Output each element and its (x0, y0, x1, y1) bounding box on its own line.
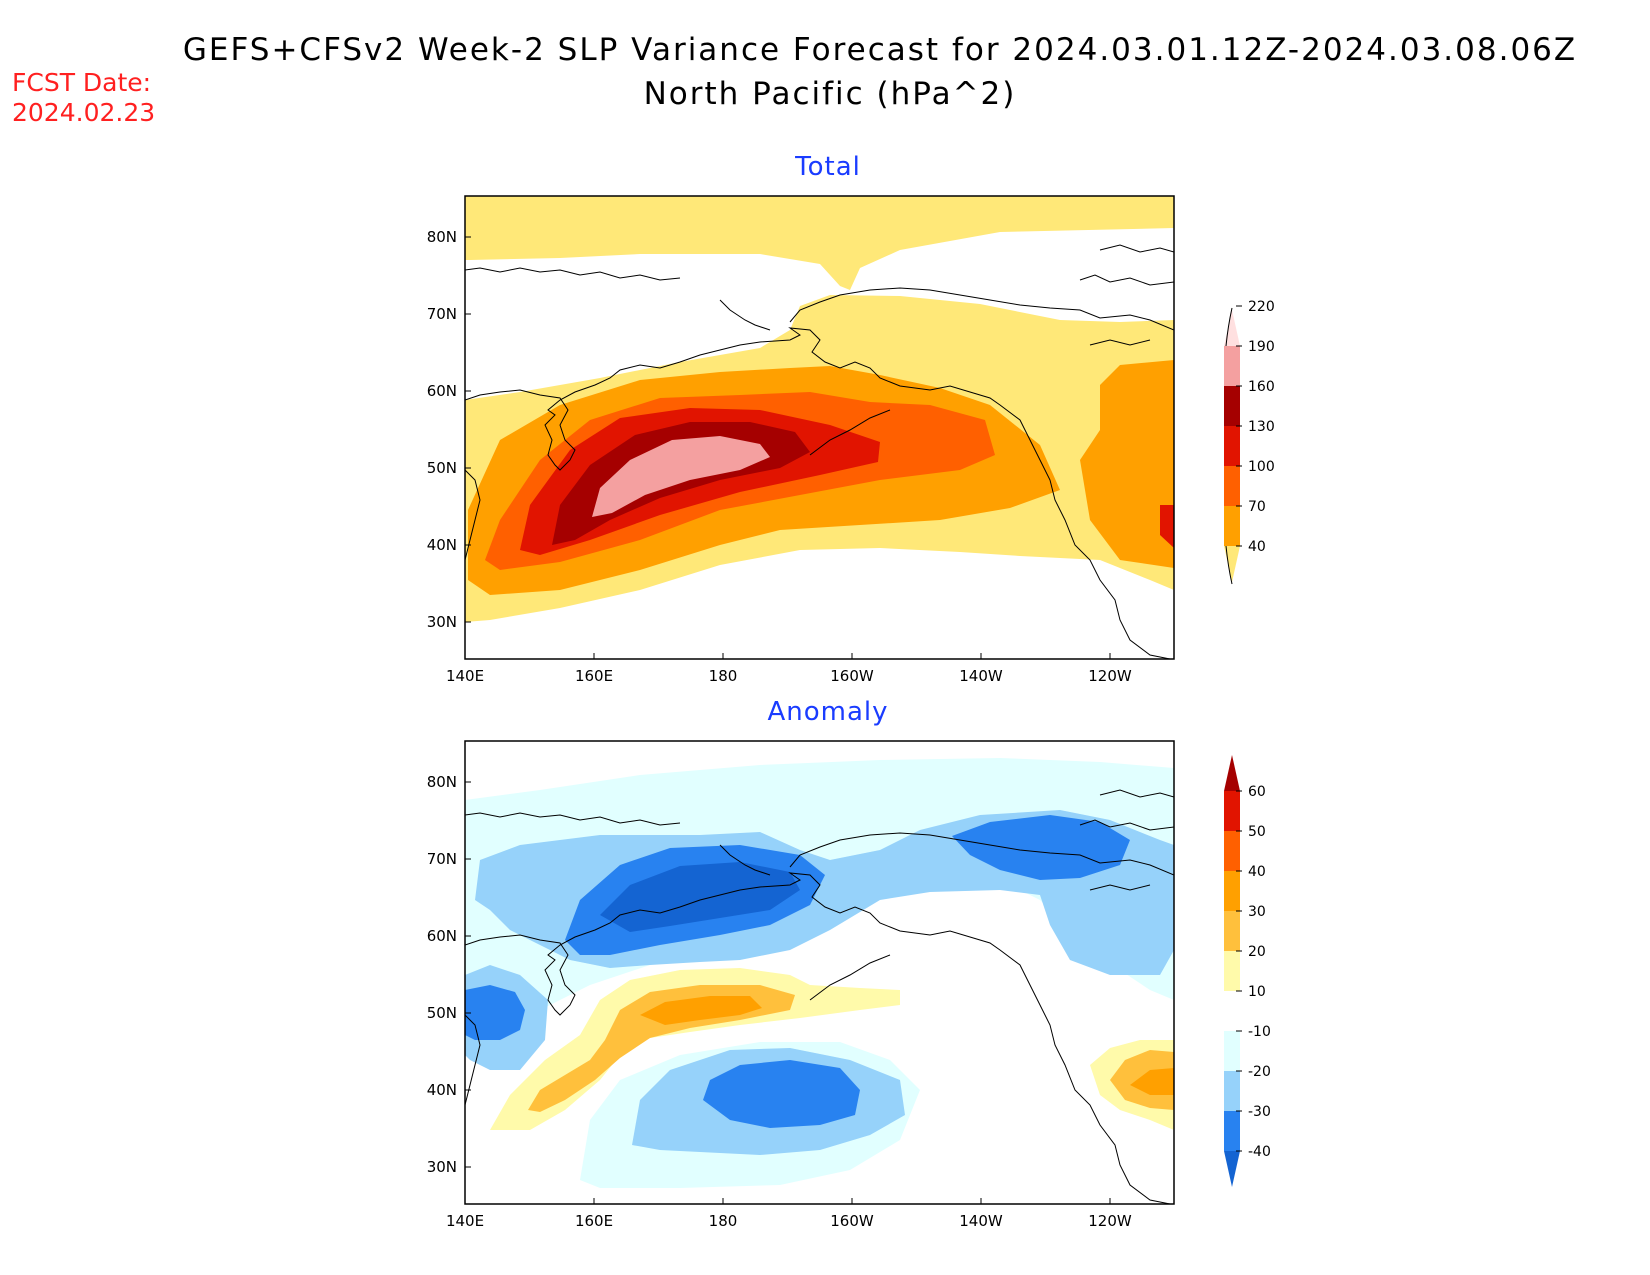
colorbar-tick-label: 60 (1248, 784, 1266, 800)
colorbar-tick-label: 40 (1248, 539, 1266, 555)
colorbar-arrow-outline (1225, 307, 1233, 347)
colorbar-swatch (1224, 831, 1240, 871)
anom-band-neg30-south (703, 1060, 860, 1128)
colorbar-swatch (1224, 346, 1240, 386)
colorbar-swatch (1224, 871, 1240, 911)
colorbar-min-arrow (1224, 1151, 1240, 1187)
colorbar-tick-label: -40 (1248, 1144, 1271, 1160)
colorbar-swatch (1224, 791, 1240, 831)
anomaly-panel-title: Anomaly (767, 697, 889, 727)
anomaly-map-frame (464, 740, 1175, 1205)
colorbar-tick-label: 220 (1248, 299, 1275, 315)
anomaly-map-panel: 140E 160E 180 160W 140W 120W 30N 40N 50N 60N 70N 80… (427, 740, 1271, 1230)
lon-tick-label: 140W (959, 667, 1003, 685)
lon-tick-label: 160W (830, 1212, 874, 1230)
total-panel-title: Total (795, 152, 861, 182)
anomaly-map-axes: 140E 160E 180 160W 140W 120W 30N 40N 50N 60N 70N 80… (427, 773, 1132, 1230)
colorbar-swatch (1224, 991, 1240, 1031)
colorbar-tick-label: -10 (1248, 1024, 1271, 1040)
colorbar-swatch (1224, 386, 1240, 426)
colorbar-swatch (1224, 911, 1240, 951)
colorbar-tick-label: 160 (1248, 379, 1275, 395)
lat-tick-label: 50N (427, 1004, 457, 1022)
colorbar-min-arrow (1224, 546, 1240, 582)
anom-band-neg30-west (465, 985, 525, 1040)
colorbar-swatch (1224, 1031, 1240, 1071)
main-title: GEFS+CFSv2 Week-2 SLP Variance Forecast … (182, 32, 1578, 68)
lon-tick-label: 160E (575, 1212, 613, 1230)
colorbar-swatch (1224, 426, 1240, 466)
lon-tick-label: 120W (1088, 667, 1132, 685)
lat-tick-label: 80N (427, 228, 457, 246)
lon-tick-label: 180 (709, 1212, 738, 1230)
anom-band-pos30-north (640, 996, 762, 1025)
total-coastlines (465, 244, 1174, 659)
forecast-date-value: 2024.02.23 (12, 98, 156, 127)
colorbar-tick-label: 190 (1248, 339, 1275, 355)
colorbar-tick-label: -20 (1248, 1064, 1271, 1080)
total-map-axes: 140E 160E 180 160W 140W 120W 30N 40N 50N 60N 70N 80… (427, 228, 1132, 685)
lon-tick-label: 120W (1088, 1212, 1132, 1230)
total-band-40 (465, 196, 1174, 290)
lon-tick-label: 160W (830, 667, 874, 685)
anom-band-pos10-north (490, 968, 900, 1130)
lat-tick-label: 30N (427, 613, 457, 631)
colorbar-swatch (1224, 1071, 1240, 1111)
colorbar-swatch (1224, 466, 1240, 506)
lat-tick-label: 70N (427, 850, 457, 868)
lat-tick-label: 60N (427, 382, 457, 400)
total-map-frame (464, 195, 1175, 660)
colorbar-tick-label: 30 (1248, 904, 1266, 920)
colorbar-swatch (1224, 1111, 1240, 1151)
colorbar-swatch (1224, 951, 1240, 991)
anomaly-colorbar: -40 -30 -20 -10 10 20 30 40 50 60 (1224, 755, 1271, 1187)
lat-tick-label: 40N (427, 1081, 457, 1099)
lat-tick-label: 70N (427, 305, 457, 323)
anomaly-contour-fills (465, 758, 1174, 1188)
anom-band-neg40-north (600, 862, 800, 932)
total-band-130-east (1160, 505, 1174, 548)
anom-band-pos30-east (1130, 1068, 1174, 1095)
colorbar-tick-label: 40 (1248, 864, 1266, 880)
lat-tick-label: 40N (427, 536, 457, 554)
total-contour-fills (465, 196, 1174, 622)
total-map-panel: 140E 160E 180 160W 140W 120W 30N 40N 50N 60N 70N 80… (427, 195, 1275, 685)
colorbar-tick-label: 70 (1248, 499, 1266, 515)
main-subtitle: North Pacific (hPa^2) (643, 76, 1017, 112)
colorbar-arrow-outline (1225, 545, 1233, 585)
lon-tick-label: 140E (446, 1212, 484, 1230)
colorbar-swatch (1224, 506, 1240, 546)
anom-band-neg30-east (952, 815, 1130, 880)
lat-tick-label: 80N (427, 773, 457, 791)
lat-tick-label: 30N (427, 1158, 457, 1176)
total-band-190 (592, 436, 770, 517)
colorbar-tick-label: 130 (1248, 419, 1275, 435)
forecast-date-label: FCST Date: (12, 68, 152, 97)
total-band-70-east (1080, 360, 1174, 568)
anom-band-pos20-north (528, 985, 795, 1112)
lon-tick-label: 160E (575, 667, 613, 685)
colorbar-tick-label: 20 (1248, 944, 1266, 960)
lat-tick-label: 50N (427, 459, 457, 477)
colorbar-tick-label: 50 (1248, 824, 1266, 840)
lon-tick-label: 180 (709, 667, 738, 685)
total-colorbar: 40 70 100 130 160 190 220 (1224, 299, 1275, 585)
colorbar-max-arrow (1224, 755, 1240, 791)
lat-tick-label: 60N (427, 927, 457, 945)
colorbar-tick-label: 10 (1248, 984, 1266, 1000)
colorbar-max-arrow (1224, 310, 1240, 346)
colorbar-tick-label: 100 (1248, 459, 1275, 475)
anomaly-coastlines (465, 789, 1174, 1204)
lon-tick-label: 140E (446, 667, 484, 685)
colorbar-tick-label: -30 (1248, 1104, 1271, 1120)
lon-tick-label: 140W (959, 1212, 1003, 1230)
